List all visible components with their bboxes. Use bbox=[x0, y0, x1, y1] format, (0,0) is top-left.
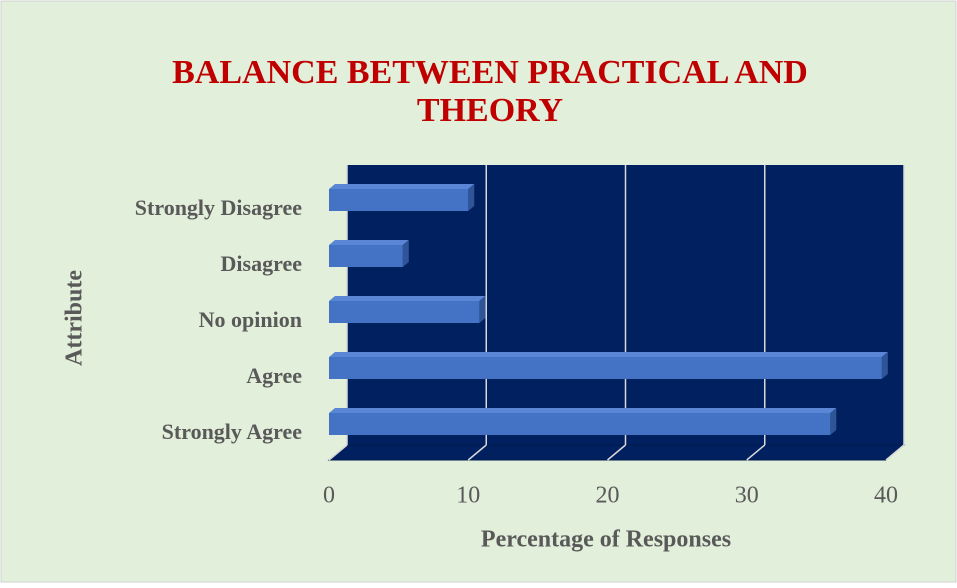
bar-top bbox=[329, 296, 486, 301]
bar-side bbox=[479, 296, 486, 323]
y-tick-label: Disagree bbox=[221, 251, 303, 276]
bar-side bbox=[402, 240, 409, 267]
bar-side bbox=[830, 408, 837, 435]
bar-front bbox=[329, 357, 882, 379]
bar-front bbox=[329, 189, 469, 211]
chart-title: BALANCE BETWEEN PRACTICAL AND bbox=[172, 54, 808, 91]
bar-top bbox=[329, 408, 837, 413]
x-axis-title: Percentage of Responses bbox=[481, 527, 731, 553]
bar bbox=[329, 352, 888, 379]
x-tick-label: 0 bbox=[323, 483, 335, 509]
grid-line bbox=[885, 444, 905, 461]
y-tick-label: Strongly Disagree bbox=[135, 195, 302, 220]
grid-line bbox=[328, 444, 348, 461]
bar-front bbox=[329, 301, 480, 323]
bar bbox=[329, 408, 837, 435]
bar-front bbox=[329, 245, 403, 267]
y-axis-title: Attribute bbox=[62, 270, 88, 366]
x-tick-label: 20 bbox=[596, 483, 620, 509]
x-tick-label: 10 bbox=[456, 483, 480, 509]
bar bbox=[329, 296, 486, 323]
x-tick-label: 30 bbox=[735, 483, 759, 509]
chart-title: THEORY bbox=[417, 92, 563, 129]
bar-top bbox=[329, 352, 888, 357]
grid-line bbox=[467, 444, 487, 461]
bar-side bbox=[468, 184, 475, 211]
bar-top bbox=[329, 184, 475, 189]
bar-top bbox=[329, 240, 409, 245]
bar-front bbox=[329, 413, 831, 435]
bar bbox=[329, 184, 475, 211]
grid-line bbox=[607, 444, 626, 461]
y-tick-label: Strongly Agree bbox=[162, 419, 303, 444]
x-tick-label: 40 bbox=[874, 483, 898, 509]
grid-line bbox=[746, 444, 766, 461]
bar bbox=[329, 240, 409, 267]
y-tick-label: Agree bbox=[246, 363, 302, 388]
bar-side bbox=[881, 352, 888, 379]
y-tick-label: No opinion bbox=[199, 307, 302, 332]
